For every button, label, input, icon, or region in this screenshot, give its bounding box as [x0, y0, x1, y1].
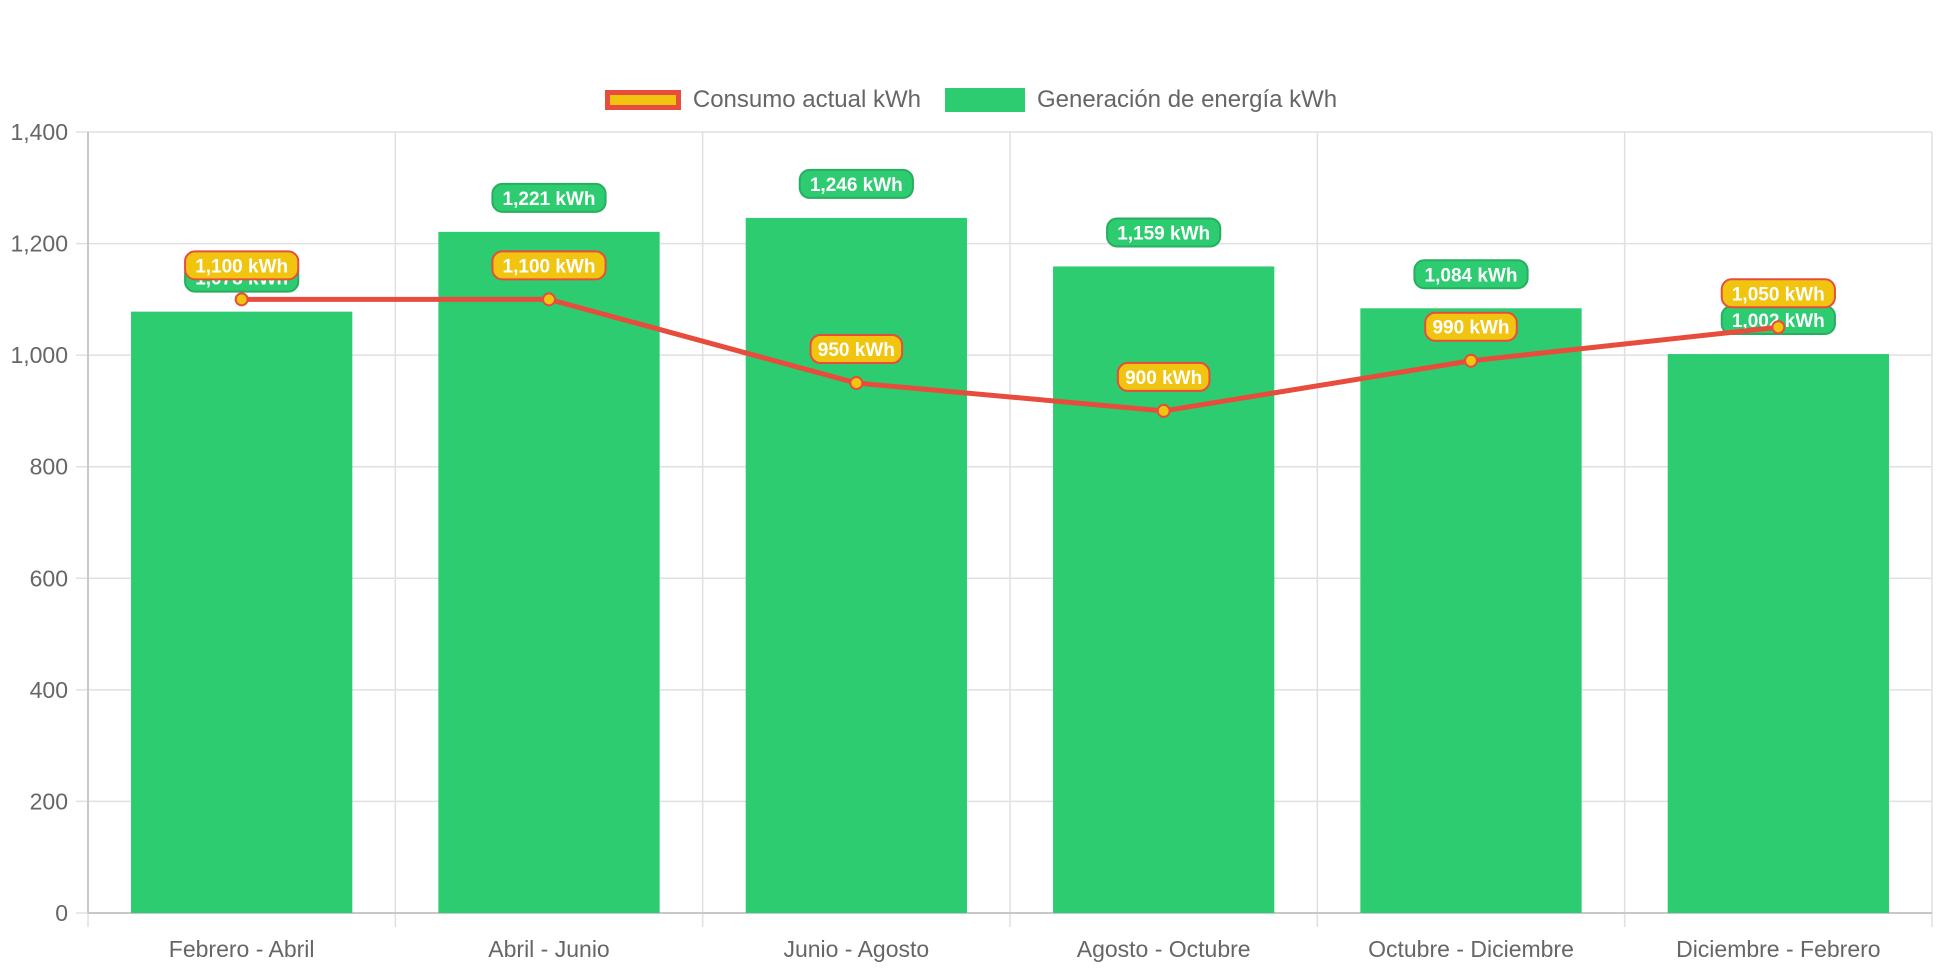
bar-data-label-text: 1,221 kWh: [503, 189, 596, 210]
bar-data-label-bg: [491, 182, 607, 213]
line-data-label-text: 1,100 kWh: [195, 256, 288, 277]
bar-generacion: [438, 231, 660, 913]
line-data-label-bg: [809, 334, 904, 365]
line-data-label: 950 kWh: [809, 334, 904, 365]
x-tick-label: Diciembre - Febrero: [1676, 936, 1881, 962]
bar-data-label: 1,246 kWh: [798, 168, 914, 199]
line-data-label-bg: [184, 250, 300, 281]
line-data-label: 990 kWh: [1424, 311, 1518, 342]
bar-data-label-bg: [1106, 217, 1222, 248]
line-point-consumo: [234, 292, 249, 307]
bar-data-label: 1,221 kWh: [491, 182, 607, 213]
y-tick-label: 400: [30, 677, 68, 703]
bar-generacion: [1360, 308, 1582, 914]
bar-generacion: [745, 217, 967, 913]
line-point-consumo: [849, 376, 864, 391]
chart-legend: Consumo actual kWh Generación de energía…: [0, 82, 1942, 118]
legend-label-generacion: Generación de energía kWh: [1036, 86, 1338, 113]
x-tick-label: Junio - Agosto: [783, 936, 929, 962]
legend-item-consumo[interactable]: Consumo actual kWh: [604, 86, 921, 114]
bar-data-label-bg: [1413, 259, 1529, 290]
line-data-label: 1,050 kWh: [1720, 278, 1836, 309]
line-point-consumo: [1156, 403, 1171, 418]
line-consumo: [241, 296, 1779, 414]
bar-generacion: [131, 311, 353, 913]
line-data-label-bg: [1116, 361, 1211, 392]
x-tick-label: Abril - Junio: [488, 936, 609, 962]
bar-data-label-text: 1,246 kWh: [810, 175, 903, 196]
line-data-label-text: 1,100 kWh: [503, 256, 596, 277]
bar-generacion: [1667, 354, 1889, 914]
line-data-label-text: 990 kWh: [1432, 318, 1509, 339]
legend-swatch-consumo: [604, 90, 681, 110]
line-data-label: 900 kWh: [1116, 361, 1211, 392]
line-point-consumo: [542, 292, 556, 307]
legend-label-consumo: Consumo actual kWh: [692, 86, 921, 113]
bar-data-label-text: 1,084 kWh: [1425, 265, 1518, 286]
y-tick-label: 1,000: [10, 342, 68, 368]
line-data-label-bg: [1720, 278, 1836, 309]
legend-swatch-generacion: [944, 88, 1025, 112]
x-tick-label: Febrero - Abril: [169, 936, 315, 962]
x-tick-label: Octubre - Diciembre: [1368, 936, 1574, 962]
line-data-label-text: 950 kWh: [818, 340, 895, 361]
line-data-label: 1,100 kWh: [491, 250, 607, 281]
line-data-label-bg: [1424, 311, 1518, 342]
line-data-label-text: 1,050 kWh: [1732, 284, 1825, 305]
y-tick-label: 1,400: [10, 119, 68, 145]
y-tick-label: 200: [30, 788, 68, 814]
bar-data-label: 1,159 kWh: [1106, 217, 1222, 248]
y-tick-label: 600: [30, 565, 68, 591]
line-data-label-bg: [491, 250, 607, 281]
line-data-label-text: 900 kWh: [1125, 368, 1202, 389]
line-point-consumo: [1771, 320, 1786, 335]
bar-data-label-text: 1,159 kWh: [1117, 223, 1210, 244]
bar-data-label-bg: [798, 168, 914, 199]
legend-item-generacion[interactable]: Generación de energía kWh: [944, 86, 1338, 114]
line-point-consumo: [1464, 353, 1478, 368]
bar-data-label: 1,084 kWh: [1413, 259, 1529, 290]
x-tick-label: Agosto - Octubre: [1077, 936, 1251, 962]
y-tick-label: 1,200: [10, 231, 68, 257]
line-data-label: 1,100 kWh: [184, 250, 300, 281]
y-tick-label: 0: [55, 900, 68, 926]
y-tick-label: 800: [30, 454, 68, 480]
